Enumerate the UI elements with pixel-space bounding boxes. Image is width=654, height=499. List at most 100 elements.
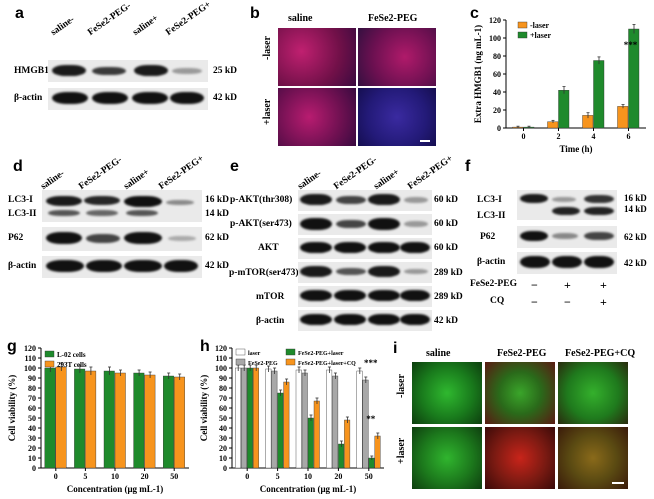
chart-c: 0 20 40 60 80 100 120 0 2 4 6 Time (h) Extra HMGB1 (… <box>473 16 646 154</box>
row-label: LC3-II <box>8 209 37 219</box>
x-tick-label: 20 <box>334 472 342 481</box>
row-label: β-actin <box>256 316 285 326</box>
col-label: FeSe2-PEG+ <box>157 153 206 192</box>
significance-marker: ** <box>366 414 376 424</box>
y-tick-label: 60 <box>493 70 501 79</box>
blot-band <box>404 221 428 227</box>
blot-band <box>552 197 576 202</box>
size-label: 60 kD <box>434 195 459 205</box>
bar <box>344 419 351 469</box>
significance-marker: *** <box>364 358 378 368</box>
panel-label-g: g <box>7 338 17 355</box>
bar <box>271 370 278 469</box>
x-tick-label: 5 <box>83 472 87 481</box>
y-tick-label: 100 <box>24 364 36 373</box>
size-label: 42 kD <box>624 258 647 268</box>
legend-label: FeSe2-PEG <box>248 361 278 367</box>
micrograph <box>558 427 628 489</box>
bar <box>374 435 381 469</box>
bar <box>593 60 605 129</box>
legend-swatch <box>517 31 528 39</box>
y-tick-label: 40 <box>219 424 227 433</box>
size-label: 14 kD <box>624 204 647 214</box>
bar <box>74 368 86 469</box>
legend-swatch <box>44 350 55 358</box>
legend-swatch <box>285 348 296 356</box>
row-label: -laser <box>396 374 407 398</box>
significance-marker: *** <box>624 40 638 50</box>
blot-band <box>126 210 158 216</box>
blot-band <box>172 68 202 74</box>
blot-band <box>336 220 366 228</box>
legend-swatch <box>517 21 528 29</box>
y-tick-label: 70 <box>28 394 36 403</box>
col-label: saline <box>288 13 313 24</box>
blot-band <box>170 92 204 104</box>
size-label: 289 kD <box>434 292 463 302</box>
blot-band <box>404 269 428 274</box>
blot-band <box>134 65 168 76</box>
bar <box>313 400 320 469</box>
x-tick-label: 20 <box>141 472 149 481</box>
col-label: FeSe2-PEG <box>497 348 547 359</box>
bar <box>44 367 56 469</box>
x-axis-title: Time (h) <box>559 144 592 154</box>
y-tick-label: 60 <box>219 404 227 413</box>
y-tick-label: 40 <box>493 88 501 97</box>
y-tick-label: 50 <box>28 414 36 423</box>
blot-band <box>584 195 614 203</box>
blot-band <box>584 256 614 268</box>
blot-band <box>300 242 332 253</box>
legend-label: 293T cells <box>57 361 87 369</box>
y-tick-label: 100 <box>215 364 227 373</box>
y-tick-label: 90 <box>219 374 227 383</box>
blot-strip <box>48 60 208 82</box>
row-label: P62 <box>480 232 496 242</box>
blot-band <box>584 207 614 215</box>
row-label: LC3-II <box>477 211 506 221</box>
y-tick-label: 10 <box>28 454 36 463</box>
row-label: p-AKT(thr308) <box>230 195 293 205</box>
size-label: 42 kD <box>434 316 459 326</box>
blot-band <box>584 232 614 240</box>
legend-swatch <box>44 360 55 368</box>
y-tick-label: 0 <box>32 464 36 473</box>
legend-label: L-02 cells <box>57 351 86 359</box>
bar <box>558 89 570 129</box>
x-tick-label: 0 <box>54 472 58 481</box>
blot-strip <box>42 190 202 222</box>
bar <box>356 370 363 469</box>
col-label: FeSe2-PEG- <box>332 155 380 192</box>
legend-swatch <box>285 358 296 366</box>
y-tick-label: 50 <box>219 414 227 423</box>
legend-label: laser <box>248 351 261 357</box>
blot-band <box>46 260 84 272</box>
blot-band <box>166 200 194 205</box>
row-label: P62 <box>8 233 24 243</box>
legend-swatch <box>235 358 246 366</box>
bar <box>85 370 97 469</box>
micrograph <box>358 88 436 146</box>
blot-band <box>368 218 400 230</box>
micrograph <box>412 427 482 489</box>
blot-band <box>300 266 332 277</box>
bar <box>173 376 185 469</box>
x-tick-label: 6 <box>627 132 631 141</box>
blot-band <box>552 256 582 268</box>
col-label: saline+ <box>131 13 161 38</box>
y-tick-label: 120 <box>24 344 36 353</box>
size-label: 14 kD <box>205 209 230 219</box>
y-tick-label: 80 <box>493 52 501 61</box>
blot-band <box>520 194 548 203</box>
blot-band <box>404 197 428 203</box>
blot-band <box>300 290 332 301</box>
x-axis-title: Concentration (μg mL-1) <box>260 484 357 494</box>
scale-bar <box>612 482 624 484</box>
col-label: FeSe2-PEG+ <box>164 0 213 38</box>
size-label: 60 kD <box>434 219 459 229</box>
blot-band <box>368 194 400 205</box>
micrograph <box>278 28 356 86</box>
bar <box>332 375 339 469</box>
y-tick-label: 60 <box>28 404 36 413</box>
